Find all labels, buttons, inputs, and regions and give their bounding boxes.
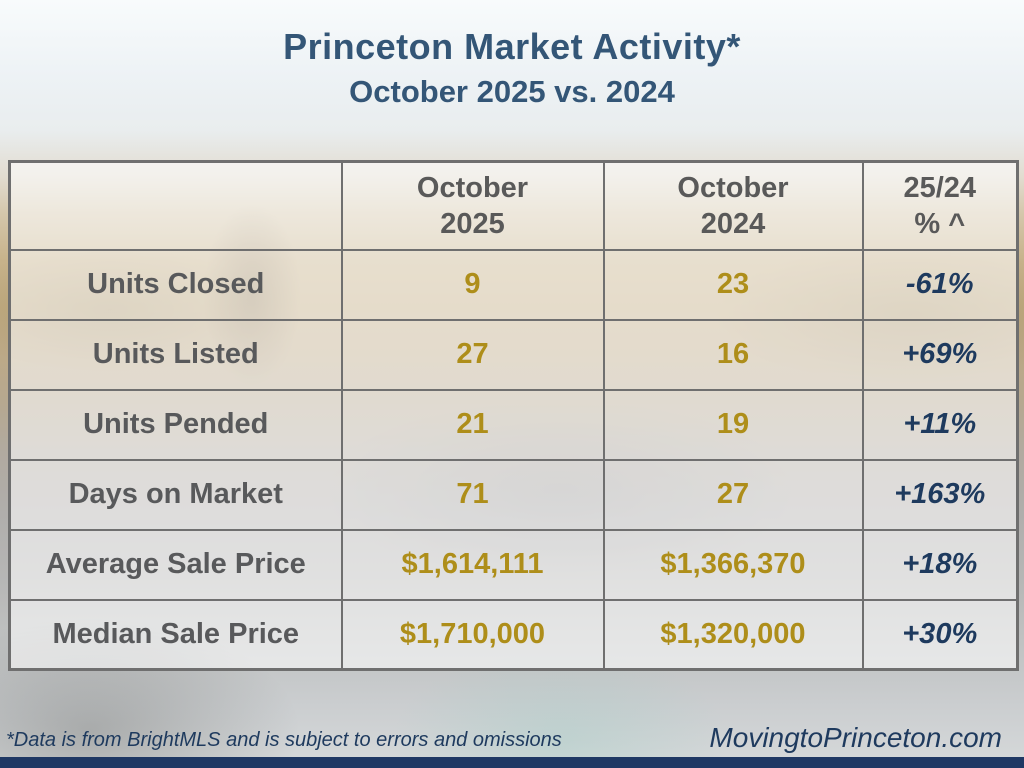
page-title: Princeton Market Activity* October 2025 … — [0, 24, 1024, 110]
market-activity-table: October 2025 October 2024 25/24 % ^ Unit… — [8, 160, 1019, 671]
bottom-accent-bar — [0, 757, 1024, 768]
value-change: +30% — [861, 598, 1019, 671]
value-change: +18% — [861, 528, 1019, 601]
table-header-row: October 2025 October 2024 25/24 % ^ — [8, 160, 1019, 251]
row-label: Units Listed — [8, 318, 343, 391]
header-october-2024-line2: 2024 — [700, 207, 766, 240]
value-change: +163% — [861, 458, 1019, 531]
row-label: Units Closed — [8, 248, 343, 321]
table-row-units-listed: Units Listed 27 16 +69% — [8, 318, 1019, 391]
row-label: Days on Market — [8, 458, 343, 531]
row-label: Average Sale Price — [8, 528, 343, 601]
value-2024: $1,320,000 — [602, 598, 864, 671]
value-change: +11% — [861, 388, 1019, 461]
row-label: Median Sale Price — [8, 598, 343, 671]
website-link[interactable]: MovingtoPrinceton.com — [709, 722, 1002, 753]
value-change: -61% — [861, 248, 1019, 321]
header-percent-change: 25/24 % ^ — [861, 160, 1019, 251]
header-empty-cell — [8, 160, 343, 251]
value-2024: 19 — [602, 388, 864, 461]
value-change: +69% — [861, 318, 1019, 391]
header-percent-change-line1: 25/24 — [903, 171, 977, 204]
table-row-units-pended: Units Pended 21 19 +11% — [8, 388, 1019, 461]
row-label: Units Pended — [8, 388, 343, 461]
header-october-2024: October 2024 — [602, 160, 864, 251]
title-line2: October 2025 vs. 2024 — [349, 74, 675, 109]
value-2024: 27 — [602, 458, 864, 531]
value-2025: 21 — [340, 388, 605, 461]
header-october-2025: October 2025 — [340, 160, 605, 251]
header-october-2025-line1: October — [416, 171, 529, 204]
table-row-average-sale-price: Average Sale Price $1,614,111 $1,366,370… — [8, 528, 1019, 601]
header-october-2024-line1: October — [677, 171, 789, 204]
value-2024: 16 — [602, 318, 864, 391]
table-row-units-closed: Units Closed 9 23 -61% — [8, 248, 1019, 321]
value-2025: $1,710,000 — [340, 598, 605, 671]
header-october-2025-line2: 2025 — [440, 207, 505, 240]
header-percent-change-line2: % ^ — [914, 207, 966, 240]
data-source-disclaimer: *Data is from BrightMLS and is subject t… — [6, 729, 562, 751]
value-2025: 71 — [340, 458, 605, 531]
title-line1: Princeton Market Activity* — [283, 26, 741, 67]
value-2024: 23 — [602, 248, 864, 321]
table-row-days-on-market: Days on Market 71 27 +163% — [8, 458, 1019, 531]
value-2025: $1,614,111 — [340, 528, 605, 601]
table-row-median-sale-price: Median Sale Price $1,710,000 $1,320,000 … — [8, 598, 1019, 671]
value-2025: 27 — [340, 318, 605, 391]
value-2025: 9 — [340, 248, 605, 321]
value-2024: $1,366,370 — [602, 528, 864, 601]
